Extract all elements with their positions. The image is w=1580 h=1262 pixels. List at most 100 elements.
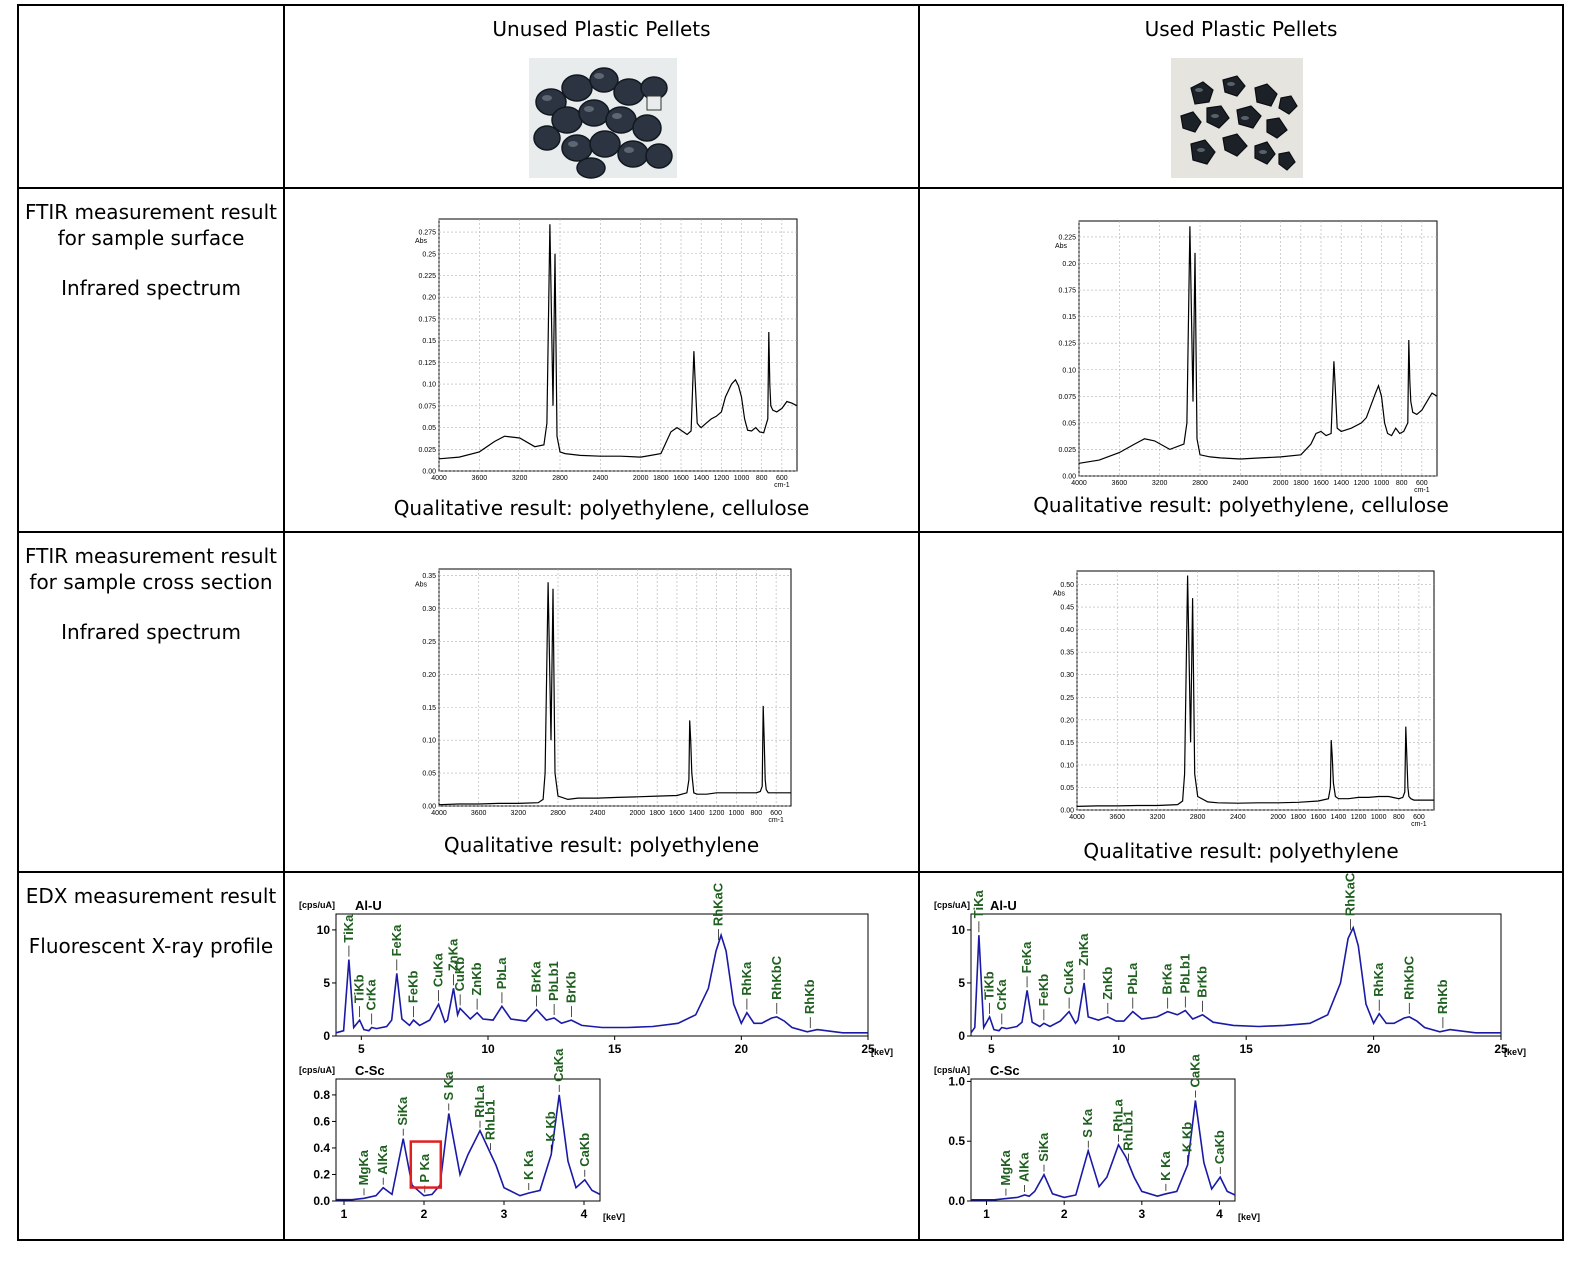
x-tick-label: 5 <box>988 1042 995 1056</box>
surface-label-line2: for sample surface <box>57 226 245 250</box>
peak-label: S Ka <box>441 1071 456 1101</box>
y-tick-label: 0.00 <box>422 804 436 811</box>
y-tick-label: 0 <box>958 1029 965 1043</box>
x-tick-label: 5 <box>358 1042 365 1056</box>
x-tick-label: 2000 <box>1270 814 1286 821</box>
peak-label: RhLb1 <box>1121 1110 1136 1150</box>
y-axis-label: Abs <box>1053 591 1066 598</box>
x-tick-label: 2000 <box>630 810 646 817</box>
y-axis-label: Abs <box>415 238 428 245</box>
peak-label: TiKa <box>341 914 356 943</box>
x-tick-label: 1800 <box>1293 480 1309 487</box>
peak-label: TiKa <box>971 890 986 919</box>
x-tick-label: 1600 <box>673 475 689 482</box>
y-tick-label: 0.175 <box>418 316 436 323</box>
x-tick-label: 2 <box>421 1207 428 1221</box>
y-tick-label: 0.35 <box>422 573 436 580</box>
y-tick-label: 0 <box>323 1029 330 1043</box>
cross-used-result: Qualitative result: polyethylene <box>1083 839 1399 863</box>
x-axis-unit: [keV] <box>603 1212 625 1222</box>
highlight-box <box>409 1140 443 1189</box>
peak-label: PbLb1 <box>546 961 561 1001</box>
x-tick-label: 800 <box>1393 814 1405 821</box>
peak-label: MgKa <box>356 1149 371 1185</box>
peak-label: CuKa <box>431 952 446 987</box>
plot-frame <box>335 1078 601 1202</box>
peak-label: CuKb <box>452 957 467 992</box>
x-tick-label: 2800 <box>1192 480 1208 487</box>
plot-frame <box>438 568 792 807</box>
x-tick-label: 3200 <box>511 810 527 817</box>
peak-label: PbLa <box>1125 962 1140 995</box>
y-tick-label: 0.0 <box>313 1194 330 1208</box>
peak-label: CaKb <box>577 1133 592 1167</box>
spectrum-line <box>336 1094 601 1201</box>
x-tick-label: 10 <box>481 1042 495 1056</box>
cross-unused-result: Qualitative result: polyethylene <box>443 833 760 857</box>
unused-header-cell: Unused Plastic Pellets <box>283 4 920 189</box>
x-axis-unit: cm-1 <box>774 482 790 489</box>
x-tick-label: 1200 <box>714 475 730 482</box>
x-tick-label: 2400 <box>590 810 606 817</box>
surface-used-result: Qualitative result: polyethylene, cellul… <box>1033 493 1449 517</box>
peak-label: RhKbC <box>1401 955 1416 1000</box>
peak-label: AlKa <box>1017 1152 1032 1182</box>
x-tick-label: 15 <box>1240 1042 1254 1056</box>
peak-label: K Kb <box>543 1111 558 1141</box>
x-tick-label: 2000 <box>633 475 649 482</box>
peak-label: CaKa <box>551 1048 566 1082</box>
y-tick-label: 5 <box>323 976 330 990</box>
x-tick-label: 1400 <box>1333 480 1349 487</box>
peak-label: PbLa <box>494 957 509 990</box>
peak-label: CuKa <box>1061 960 1076 995</box>
y-tick-label: 0.15 <box>422 705 436 712</box>
y-tick-label: 0.10 <box>1062 367 1076 374</box>
x-tick-label: 2 <box>1061 1207 1068 1221</box>
x-tick-label: 2800 <box>552 475 568 482</box>
x-tick-label: 600 <box>770 810 782 817</box>
y-tick-label: 0.10 <box>1060 762 1074 769</box>
peak-label: RhKa <box>1371 962 1386 997</box>
y-tick-label: 0.20 <box>1060 717 1074 724</box>
y-tick-label: 0.40 <box>1060 627 1074 634</box>
peak-label: K Ka <box>1158 1150 1173 1180</box>
y-tick-label: 0.275 <box>418 230 436 237</box>
x-tick-label: 1000 <box>1374 480 1390 487</box>
ftir-surface-used-chart: 0.00 0.025 0.05 0.075 0.10 0.125 0.15 0.175 0.20… <box>1055 220 1438 494</box>
x-tick-label: 1400 <box>1331 814 1347 821</box>
x-tick-label: 2800 <box>1190 814 1206 821</box>
peak-label: CrKa <box>994 979 1009 1011</box>
peak-label: S Ka <box>1080 1108 1095 1138</box>
spectrum-line <box>1076 575 1434 807</box>
edx-label-line1: EDX measurement result <box>25 884 277 908</box>
x-tick-label: 3600 <box>1109 814 1125 821</box>
y-tick-label: 10 <box>317 923 331 937</box>
x-tick-label: 800 <box>756 475 768 482</box>
cross-label-line2: for sample cross section <box>29 570 273 594</box>
x-tick-label: 1600 <box>1313 480 1329 487</box>
y-tick-label: 0.30 <box>1060 672 1074 679</box>
y-tick-label: 0.25 <box>422 639 436 646</box>
ftir-cross-used-chart: 0.00 0.05 0.10 0.15 0.20 0.25 0.30 0.35 0.40 0.45… <box>1053 570 1435 828</box>
y-axis-label: Abs <box>415 582 428 589</box>
x-tick-label: 1200 <box>709 810 725 817</box>
peak-label: RhKaC <box>711 882 726 926</box>
cross-used-cell: 0.00 0.05 0.10 0.15 0.20 0.25 0.30 0.35 0.40 0.45… <box>918 531 1564 873</box>
x-tick-label: 1400 <box>693 475 709 482</box>
used-pellets-photo <box>1171 58 1303 178</box>
unused-column-title: Unused Plastic Pellets <box>492 17 711 41</box>
y-tick-label: 0.05 <box>422 771 436 778</box>
peak-label: BrKa <box>1160 963 1175 995</box>
plot-frame <box>335 913 869 1037</box>
y-tick-label: 0.05 <box>1062 420 1076 427</box>
ftir-cross-unused-chart: 0.00 0.05 0.10 0.15 0.20 0.25 0.30 0.35 4000 3600… <box>415 568 792 824</box>
y-tick-label: 0.8 <box>313 1088 330 1102</box>
peak-label: FeKa <box>389 924 404 957</box>
y-tick-label: 0.075 <box>418 403 436 410</box>
x-axis-unit: cm-1 <box>768 817 784 824</box>
y-tick-label: 0.5 <box>948 1134 965 1148</box>
peak-label: MgKa <box>998 1149 1013 1185</box>
y-tick-label: 0.225 <box>1058 234 1076 241</box>
x-tick-label: 25 <box>861 1042 875 1056</box>
x-tick-label: 1800 <box>653 475 669 482</box>
